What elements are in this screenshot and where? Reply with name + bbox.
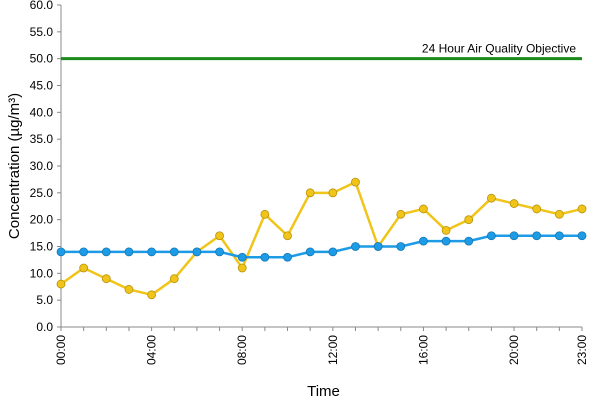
y-tick-label: 10.0 xyxy=(30,266,54,280)
series-point xyxy=(101,247,111,257)
y-tick-label: 45.0 xyxy=(30,79,54,93)
series-point xyxy=(305,188,315,198)
series-point xyxy=(79,247,89,257)
series-point xyxy=(441,236,451,246)
series-point xyxy=(305,247,315,257)
air-quality-objective-label: 24 Hour Air Quality Objective xyxy=(422,42,576,56)
series-point xyxy=(328,247,338,257)
x-axis-ticks: 00:00 04:00 08:00 12:00 16:00 20:00 23:00 xyxy=(54,327,589,365)
series-point xyxy=(215,231,224,241)
series-point xyxy=(169,247,179,257)
series-line xyxy=(61,234,582,259)
y-tick-label: 20.0 xyxy=(30,213,54,227)
series-point xyxy=(283,252,292,262)
series-point xyxy=(283,231,292,241)
x-tick-label: 08:00 xyxy=(235,335,249,365)
y-tick-label: 5.0 xyxy=(36,293,53,307)
series-point xyxy=(237,263,247,273)
series-point xyxy=(328,188,338,198)
series-line xyxy=(60,180,583,297)
y-tick-label: 0.0 xyxy=(36,320,53,334)
series-point xyxy=(554,231,564,241)
y-axis-title: Concentration (µg/m³) xyxy=(6,93,23,239)
y-tick-label: 60.0 xyxy=(30,0,54,12)
series-point xyxy=(577,231,587,241)
y-tick-label: 25.0 xyxy=(30,186,54,200)
x-tick-label: 23:00 xyxy=(575,335,589,365)
series-point xyxy=(509,199,519,208)
series-point xyxy=(577,204,587,214)
series-point xyxy=(124,285,134,294)
series-point xyxy=(396,242,406,251)
y-tick-label: 15.0 xyxy=(30,240,54,254)
series-point xyxy=(192,247,202,257)
series-point xyxy=(147,247,157,257)
y-tick-label: 35.0 xyxy=(30,132,54,146)
x-tick-label: 16:00 xyxy=(416,335,430,365)
series-point xyxy=(147,290,157,300)
series-point xyxy=(215,247,224,257)
series-point xyxy=(56,247,66,257)
series-group xyxy=(56,177,587,300)
series-point xyxy=(260,209,270,219)
y-tick-label: 40.0 xyxy=(30,105,54,119)
x-tick-label: 00:00 xyxy=(54,335,68,365)
series-point xyxy=(486,193,496,203)
series-point xyxy=(532,231,542,241)
x-tick-label: 20:00 xyxy=(507,335,521,365)
series-point xyxy=(554,209,564,219)
series-point xyxy=(419,236,428,246)
series-point xyxy=(351,177,360,187)
series-point xyxy=(56,279,66,289)
series-point xyxy=(486,231,496,241)
series-point xyxy=(237,252,247,262)
series-point xyxy=(419,204,428,214)
y-tick-label: 55.0 xyxy=(30,25,54,39)
x-axis-title: Time xyxy=(307,383,340,400)
series-point xyxy=(396,209,406,219)
series-point xyxy=(260,252,270,262)
series-point xyxy=(441,225,451,235)
series-point xyxy=(464,236,474,246)
series-point xyxy=(351,242,360,251)
series-point xyxy=(169,274,179,284)
series-point xyxy=(101,274,111,284)
series-point xyxy=(79,263,89,273)
x-tick-label: 04:00 xyxy=(145,335,159,365)
series-point xyxy=(124,247,134,257)
y-axis-ticks: 0.0 5.0 10.0 15.0 20.0 25.0 30.0 35.0 40.0 45.0 50… xyxy=(30,0,61,334)
y-tick-label: 50.0 xyxy=(30,52,54,66)
y-tick-label: 30.0 xyxy=(30,159,54,173)
series-point xyxy=(532,204,542,214)
series-point xyxy=(509,231,519,241)
series-point xyxy=(464,215,474,225)
x-tick-label: 12:00 xyxy=(326,335,340,365)
series-point xyxy=(373,242,383,251)
